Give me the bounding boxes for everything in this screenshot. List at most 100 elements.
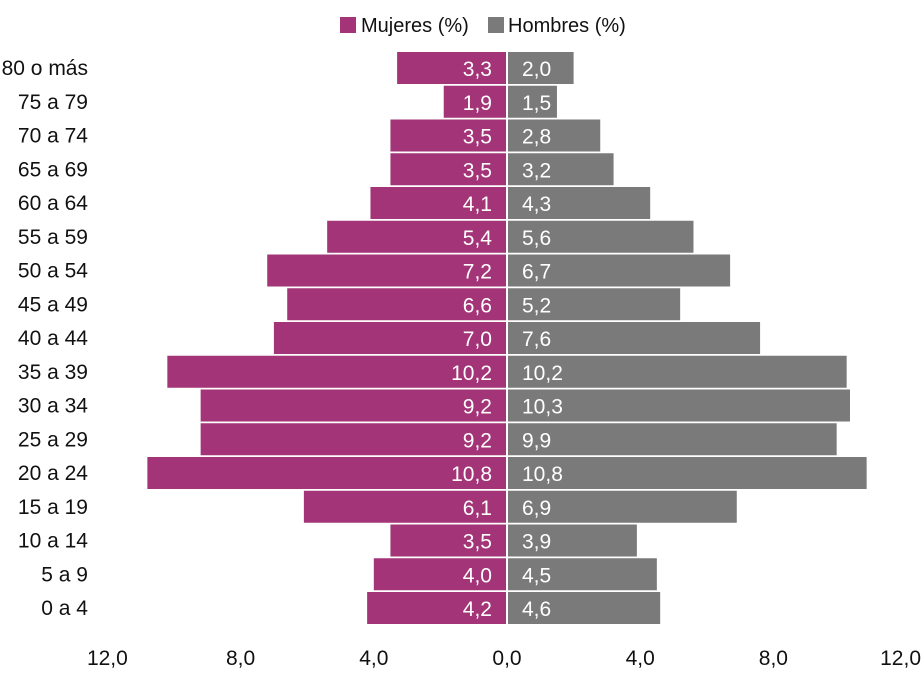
bar-hombres-50-a-54	[507, 254, 731, 287]
category-label-55-a-59: 55 a 59	[18, 226, 88, 249]
bar-hombres-10-a-14	[507, 524, 637, 557]
legend-swatch-hombres	[488, 17, 504, 33]
bar-hombres-70-a-74	[507, 119, 601, 152]
category-label-0-a-4: 0 a 4	[41, 597, 88, 620]
value-label-hombres-5-a-9: 4,5	[522, 564, 551, 587]
bar-mujeres-5-a-9	[373, 558, 507, 591]
bar-mujeres-20-a-24	[147, 457, 508, 489]
bar-hombres-65-a-69	[507, 153, 614, 186]
value-label-hombres-75-a-79: 1,5	[522, 92, 551, 115]
value-label-hombres-35-a-39: 10,2	[522, 362, 563, 385]
bar-mujeres-80-o-mas	[397, 52, 507, 84]
bar-hombres-15-a-19	[507, 490, 737, 523]
category-label-50-a-54: 50 a 54	[18, 260, 88, 283]
bar-hombres-40-a-44	[507, 322, 761, 354]
value-label-mujeres-35-a-39: 10,2	[451, 362, 492, 385]
value-label-mujeres-40-a-44: 7,0	[463, 328, 492, 351]
x-tick-label-5: 8,0	[759, 647, 788, 669]
value-label-mujeres-50-a-54: 7,2	[463, 261, 492, 284]
category-label-30-a-34: 30 a 34	[18, 395, 88, 418]
value-label-hombres-45-a-49: 5,2	[522, 294, 551, 317]
category-label-10-a-14: 10 a 14	[18, 530, 88, 553]
x-tick-label-4: 4,0	[626, 647, 655, 669]
legend-swatch-mujeres	[340, 17, 356, 33]
category-label-15-a-19: 15 a 19	[18, 496, 88, 519]
value-label-hombres-10-a-14: 3,9	[522, 531, 551, 554]
value-label-mujeres-75-a-79: 1,9	[463, 92, 492, 115]
x-axis-ticks: 12,0 8,0 4,0 0,0 4,0 8,0 12,0	[87, 647, 921, 670]
x-tick-label-6: 12,0	[880, 647, 921, 669]
bar-mujeres-40-a-44	[273, 322, 507, 354]
category-label-35-a-39: 35 a 39	[18, 361, 88, 384]
legend-label-mujeres: Mujeres (%)	[361, 15, 469, 37]
x-tick-label-3: 0,0	[492, 647, 521, 669]
x-tick-label-2: 4,0	[359, 647, 388, 669]
bar-hombres-30-a-34	[507, 389, 850, 422]
bar-hombres-5-a-9	[507, 558, 657, 591]
value-label-mujeres-80-o-mas: 3,3	[463, 58, 492, 81]
category-label-75-a-79: 75 a 79	[18, 91, 88, 114]
value-label-hombres-30-a-34: 10,3	[522, 396, 563, 419]
bar-hombres-0-a-4	[507, 592, 661, 624]
bar-mujeres-45-a-49	[287, 288, 507, 321]
bar-mujeres-50-a-54	[267, 254, 507, 287]
bars: 3,3 2,0 1,9 1,5 3,5 2,8 3,5 3,2 4,1 4,3 5,4 5,6 7,2 6…	[147, 52, 867, 624]
bar-hombres-20-a-24	[507, 457, 867, 489]
value-label-hombres-20-a-24: 10,8	[522, 463, 563, 486]
category-label-65-a-69: 65 a 69	[18, 158, 88, 181]
value-label-mujeres-10-a-14: 3,5	[463, 531, 492, 554]
bar-mujeres-0-a-4	[367, 592, 507, 624]
bar-mujeres-25-a-29	[200, 423, 507, 456]
category-label-5-a-9: 5 a 9	[41, 563, 88, 586]
bar-mujeres-10-a-14	[390, 524, 507, 557]
bar-hombres-55-a-59	[507, 220, 694, 253]
x-tick-label-0: 12,0	[87, 647, 128, 669]
value-label-hombres-70-a-74: 2,8	[522, 126, 551, 149]
x-tick-label-1: 8,0	[226, 647, 255, 669]
category-label-40-a-44: 40 a 44	[18, 327, 88, 350]
category-label-20-a-24: 20 a 24	[18, 462, 88, 485]
bar-mujeres-15-a-19	[303, 490, 507, 523]
value-label-hombres-50-a-54: 6,7	[522, 261, 551, 284]
bar-mujeres-75-a-79	[443, 85, 507, 118]
bar-mujeres-70-a-74	[390, 119, 507, 152]
category-label-80-o-mas: 80 o más	[2, 57, 88, 80]
value-label-hombres-65-a-69: 3,2	[522, 159, 551, 182]
value-label-hombres-40-a-44: 7,6	[522, 328, 551, 351]
bar-hombres-35-a-39	[507, 355, 847, 388]
value-label-hombres-55-a-59: 5,6	[522, 227, 551, 250]
value-label-mujeres-45-a-49: 6,6	[463, 294, 492, 317]
bar-hombres-80-o-mas	[507, 52, 574, 84]
value-label-mujeres-15-a-19: 6,1	[463, 497, 492, 520]
value-label-mujeres-60-a-64: 4,1	[463, 193, 492, 216]
bar-hombres-25-a-29	[507, 423, 837, 456]
bar-hombres-60-a-64	[507, 187, 651, 219]
category-label-60-a-64: 60 a 64	[18, 192, 88, 215]
bar-mujeres-30-a-34	[200, 389, 507, 422]
value-label-hombres-15-a-19: 6,9	[522, 497, 551, 520]
value-label-mujeres-0-a-4: 4,2	[463, 598, 492, 621]
category-labels: 80 o más 75 a 79 70 a 74 65 a 69 60 a 64 55 a…	[2, 57, 89, 620]
value-label-hombres-25-a-29: 9,9	[522, 429, 551, 452]
value-label-mujeres-20-a-24: 10,8	[451, 463, 492, 486]
value-label-mujeres-30-a-34: 9,2	[463, 396, 492, 419]
bar-mujeres-60-a-64	[370, 187, 507, 219]
legend: Mujeres (%) Hombres (%)	[340, 15, 626, 37]
bar-mujeres-55-a-59	[327, 220, 507, 253]
value-label-hombres-0-a-4: 4,6	[522, 598, 551, 621]
value-label-mujeres-65-a-69: 3,5	[463, 159, 492, 182]
bar-mujeres-35-a-39	[167, 355, 507, 388]
category-label-45-a-49: 45 a 49	[18, 293, 88, 316]
value-label-mujeres-5-a-9: 4,0	[463, 564, 492, 587]
value-label-mujeres-55-a-59: 5,4	[463, 227, 493, 250]
bar-hombres-75-a-79	[507, 85, 557, 118]
bar-mujeres-65-a-69	[390, 153, 507, 186]
category-label-70-a-74: 70 a 74	[18, 125, 88, 148]
value-label-hombres-80-o-mas: 2,0	[522, 58, 551, 81]
value-label-mujeres-70-a-74: 3,5	[463, 126, 492, 149]
category-label-25-a-29: 25 a 29	[18, 428, 88, 451]
value-label-mujeres-25-a-29: 9,2	[463, 429, 492, 452]
bar-hombres-45-a-49	[507, 288, 681, 321]
